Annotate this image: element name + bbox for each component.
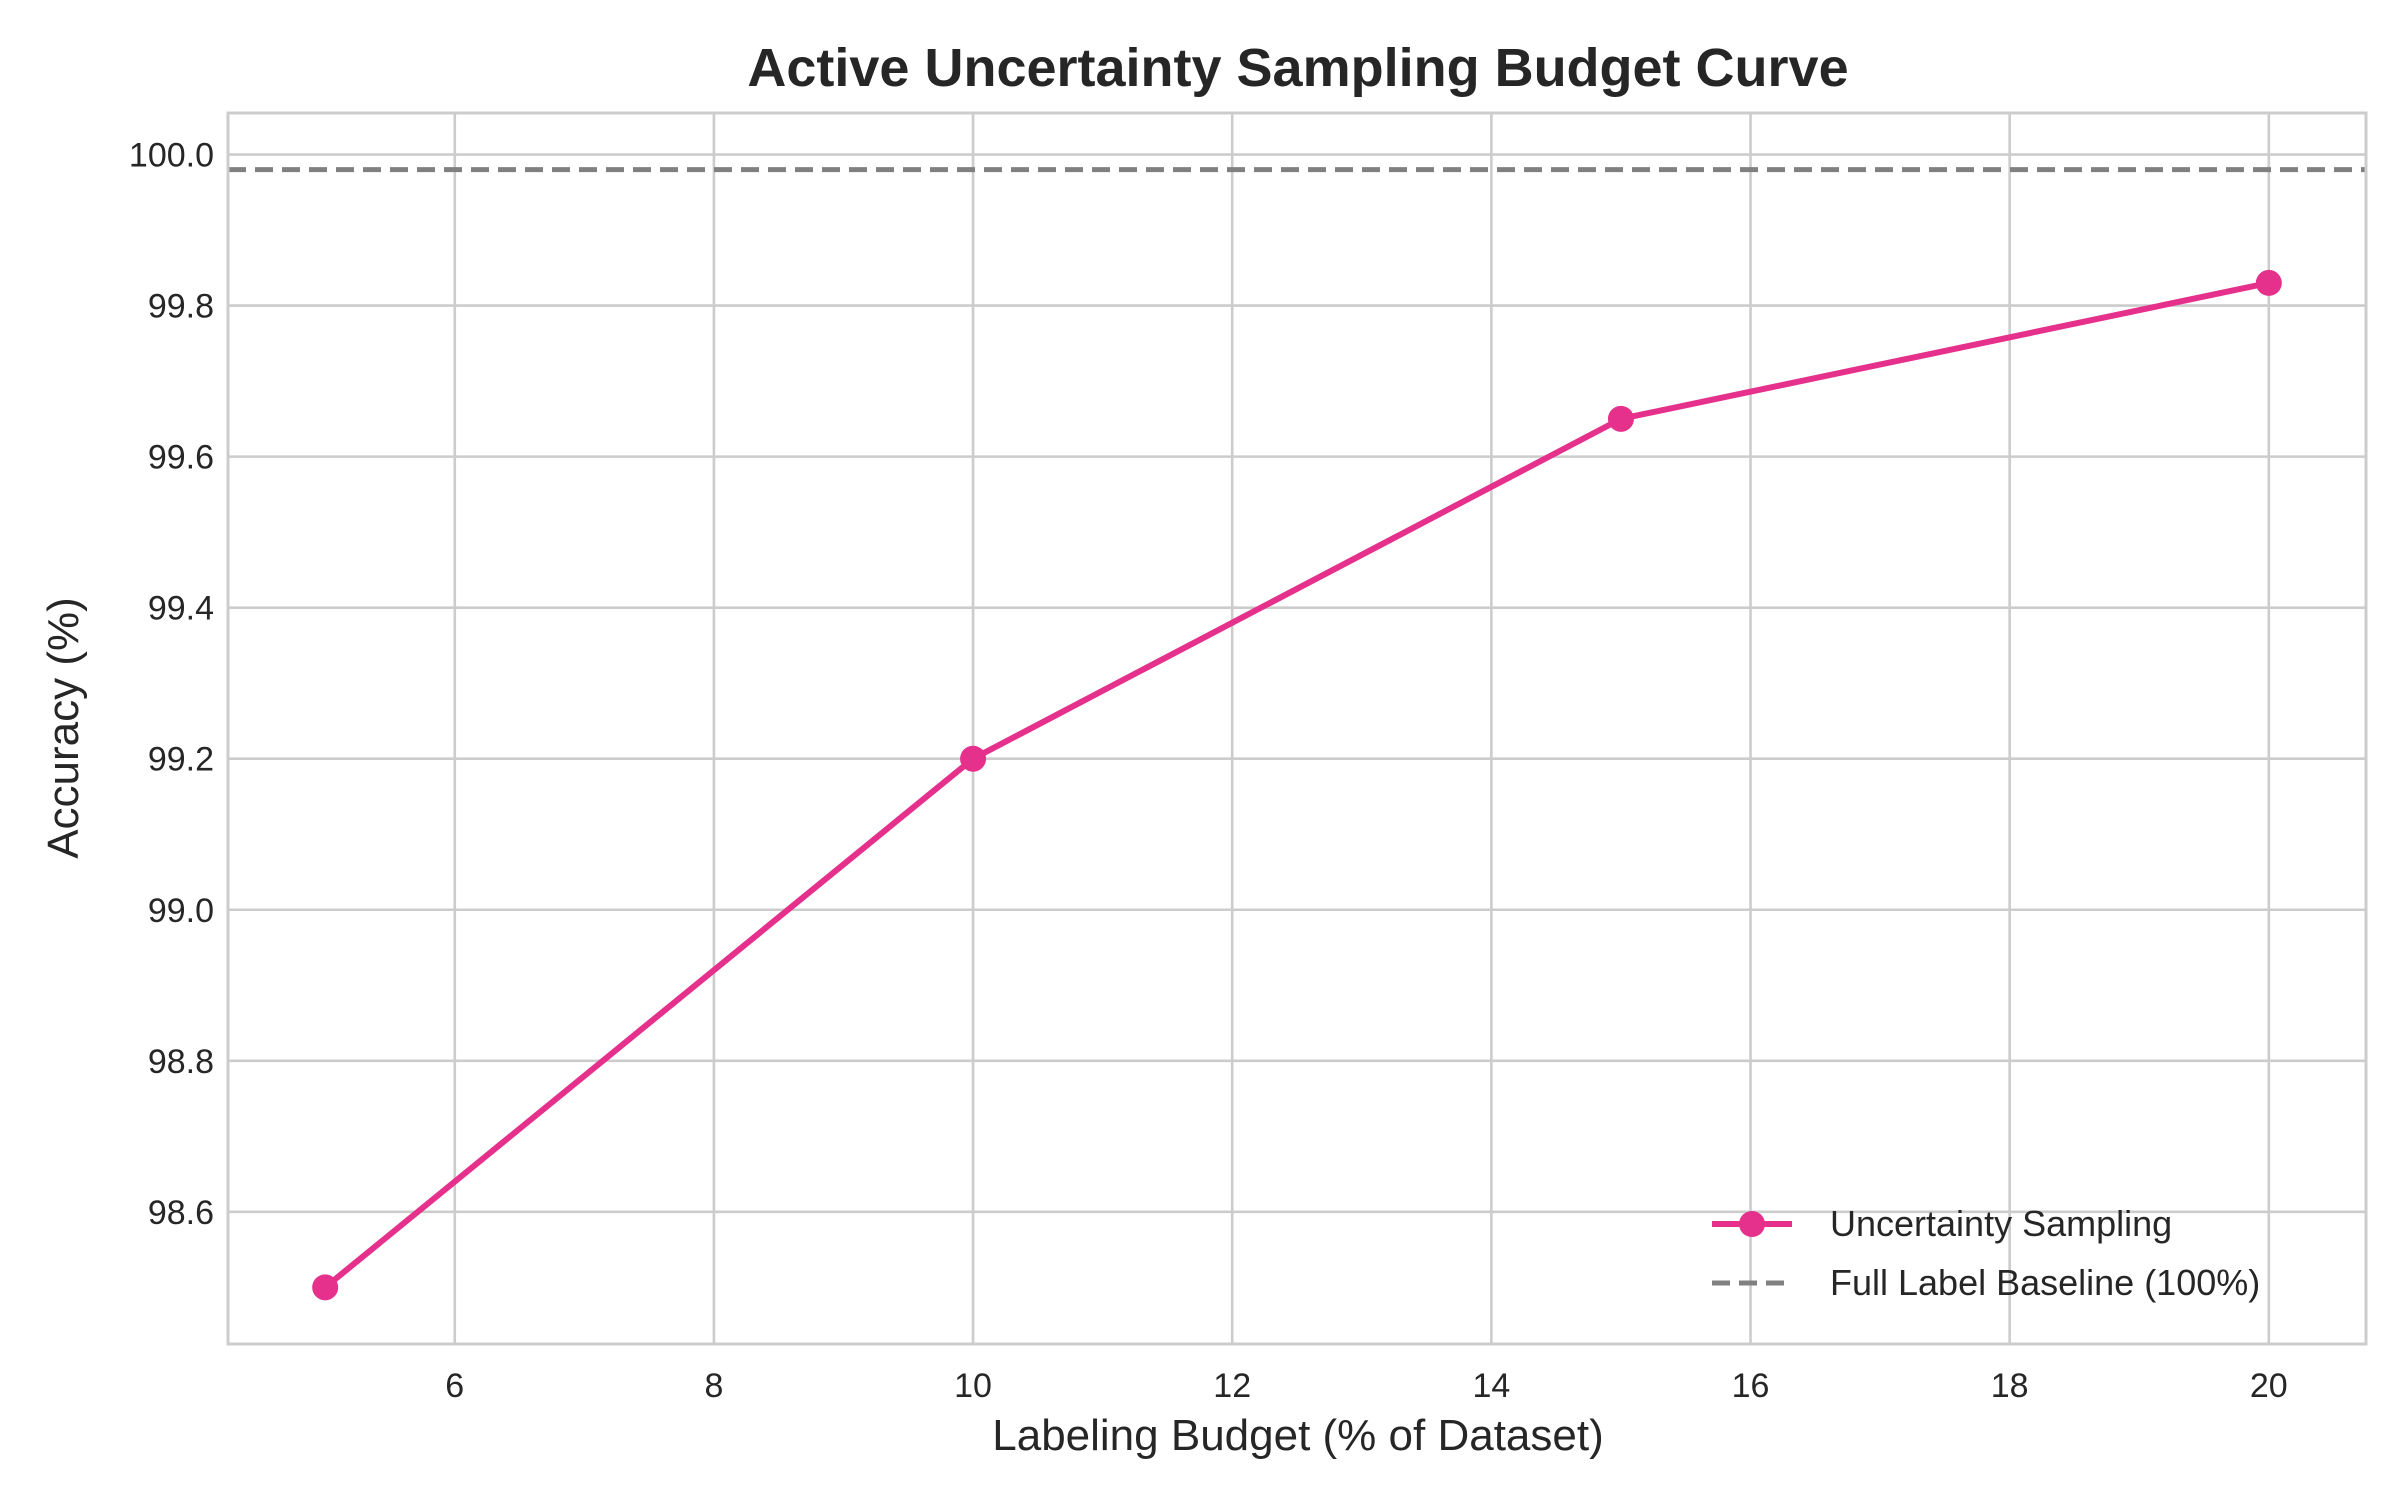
- y-tick-label: 98.6: [148, 1194, 214, 1232]
- legend-marker-uncertainty-sampling: [1739, 1211, 1765, 1237]
- chart-title: Active Uncertainty Sampling Budget Curve: [747, 38, 1848, 98]
- legend-label-full-label-baseline: Full Label Baseline (100%): [1830, 1262, 2260, 1303]
- series-layer: [228, 167, 2366, 1301]
- tick-labels: 6 8 10 12 14 16 18 20 98.6 98.8 99.0 99.2 99.4 99.6 99…: [129, 137, 2288, 1405]
- data-point-uncertainty-sampling: [2255, 269, 2282, 296]
- x-tick-label: 18: [1991, 1367, 2029, 1405]
- y-tick-label: 99.8: [148, 288, 214, 326]
- grid-layer: [228, 113, 2366, 1344]
- x-tick-label: 10: [954, 1367, 992, 1405]
- data-point-uncertainty-sampling: [1607, 405, 1634, 432]
- y-tick-label: 98.8: [148, 1043, 214, 1081]
- data-point-uncertainty-sampling: [312, 1274, 339, 1301]
- legend: Uncertainty Sampling Full Label Baseline…: [1712, 1203, 2260, 1303]
- legend-label-uncertainty-sampling: Uncertainty Sampling: [1830, 1203, 2172, 1244]
- x-axis-label: Labeling Budget (% of Dataset): [992, 1411, 1604, 1460]
- x-tick-label: 8: [704, 1367, 723, 1405]
- x-tick-label: 20: [2250, 1367, 2288, 1405]
- x-tick-label: 14: [1472, 1367, 1510, 1405]
- plot-frame: [226, 111, 2368, 1346]
- x-tick-label: 12: [1213, 1367, 1251, 1405]
- y-tick-label: 99.0: [148, 892, 214, 930]
- y-tick-label: 100.0: [129, 137, 214, 175]
- x-tick-label: 6: [445, 1367, 464, 1405]
- y-tick-label: 99.6: [148, 439, 214, 477]
- y-tick-label: 99.4: [148, 590, 214, 628]
- x-tick-label: 16: [1732, 1367, 1770, 1405]
- y-axis-label: Accuracy (%): [39, 597, 88, 859]
- series-line-uncertainty-sampling: [322, 279, 2272, 1291]
- data-point-uncertainty-sampling: [960, 745, 987, 772]
- y-tick-label: 99.2: [148, 741, 214, 779]
